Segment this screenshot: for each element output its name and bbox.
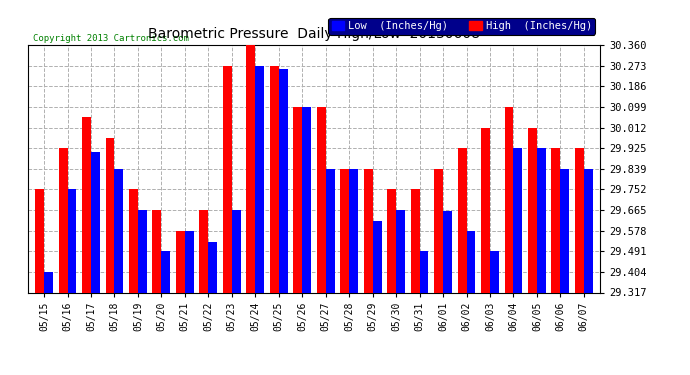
Bar <box>199 210 208 292</box>
Bar <box>82 117 91 292</box>
Bar <box>396 210 405 292</box>
Bar <box>387 189 396 292</box>
Bar <box>270 66 279 292</box>
Bar <box>411 189 420 292</box>
Bar <box>364 169 373 292</box>
Bar <box>584 169 593 292</box>
Bar <box>106 138 115 292</box>
Bar <box>44 272 53 292</box>
Bar <box>35 189 44 292</box>
Bar <box>185 231 194 292</box>
Bar <box>349 169 358 292</box>
Text: Copyright 2013 Cartronics.com: Copyright 2013 Cartronics.com <box>33 33 189 42</box>
Bar <box>481 128 490 292</box>
Bar <box>293 107 302 292</box>
Bar <box>466 231 475 292</box>
Bar <box>373 220 382 292</box>
Bar <box>255 66 264 292</box>
Legend: Low  (Inches/Hg), High  (Inches/Hg): Low (Inches/Hg), High (Inches/Hg) <box>328 18 595 34</box>
Bar <box>232 210 241 292</box>
Bar <box>115 169 124 292</box>
Bar <box>457 148 466 292</box>
Bar <box>91 152 100 292</box>
Bar <box>575 148 584 292</box>
Bar <box>279 69 288 292</box>
Bar <box>302 107 311 292</box>
Title: Barometric Pressure  Daily High/Low  20130608: Barometric Pressure Daily High/Low 20130… <box>148 27 480 41</box>
Bar <box>340 169 349 292</box>
Bar <box>317 107 326 292</box>
Bar <box>138 210 147 292</box>
Bar <box>504 107 513 292</box>
Bar <box>152 210 161 292</box>
Bar <box>443 211 452 292</box>
Bar <box>246 45 255 292</box>
Bar <box>223 66 232 292</box>
Bar <box>59 148 68 292</box>
Bar <box>434 169 443 292</box>
Bar <box>490 251 499 292</box>
Bar <box>68 189 77 292</box>
Bar <box>129 189 138 292</box>
Bar <box>326 169 335 292</box>
Bar <box>208 242 217 292</box>
Bar <box>176 231 185 292</box>
Bar <box>420 251 428 292</box>
Bar <box>537 148 546 292</box>
Bar <box>560 169 569 292</box>
Bar <box>513 148 522 292</box>
Bar <box>161 251 170 292</box>
Bar <box>551 148 560 292</box>
Bar <box>528 128 537 292</box>
